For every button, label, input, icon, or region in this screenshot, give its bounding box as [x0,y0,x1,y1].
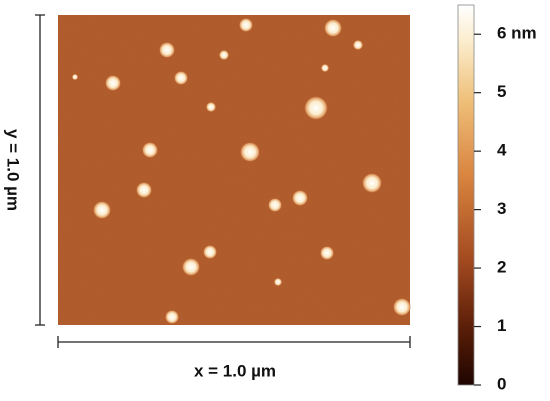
colorbar-tick-label: 6 nm [497,24,537,43]
afm-image [58,15,411,325]
x-label: x = 1.0 µm [194,361,276,380]
y-label: y = 1.0 µm [4,129,23,211]
colorbar-tick-label: 3 [497,199,506,218]
colorbar-tick-label: 2 [497,258,506,277]
x-bracket [57,336,411,348]
colorbar [457,4,475,386]
colorbar-tick-label: 5 [497,82,506,101]
colorbar-tick-label: 4 [497,141,507,160]
colorbar-tick-label: 0 [497,374,506,393]
y-bracket [35,14,45,326]
colorbar-tick-label: 1 [497,316,506,335]
